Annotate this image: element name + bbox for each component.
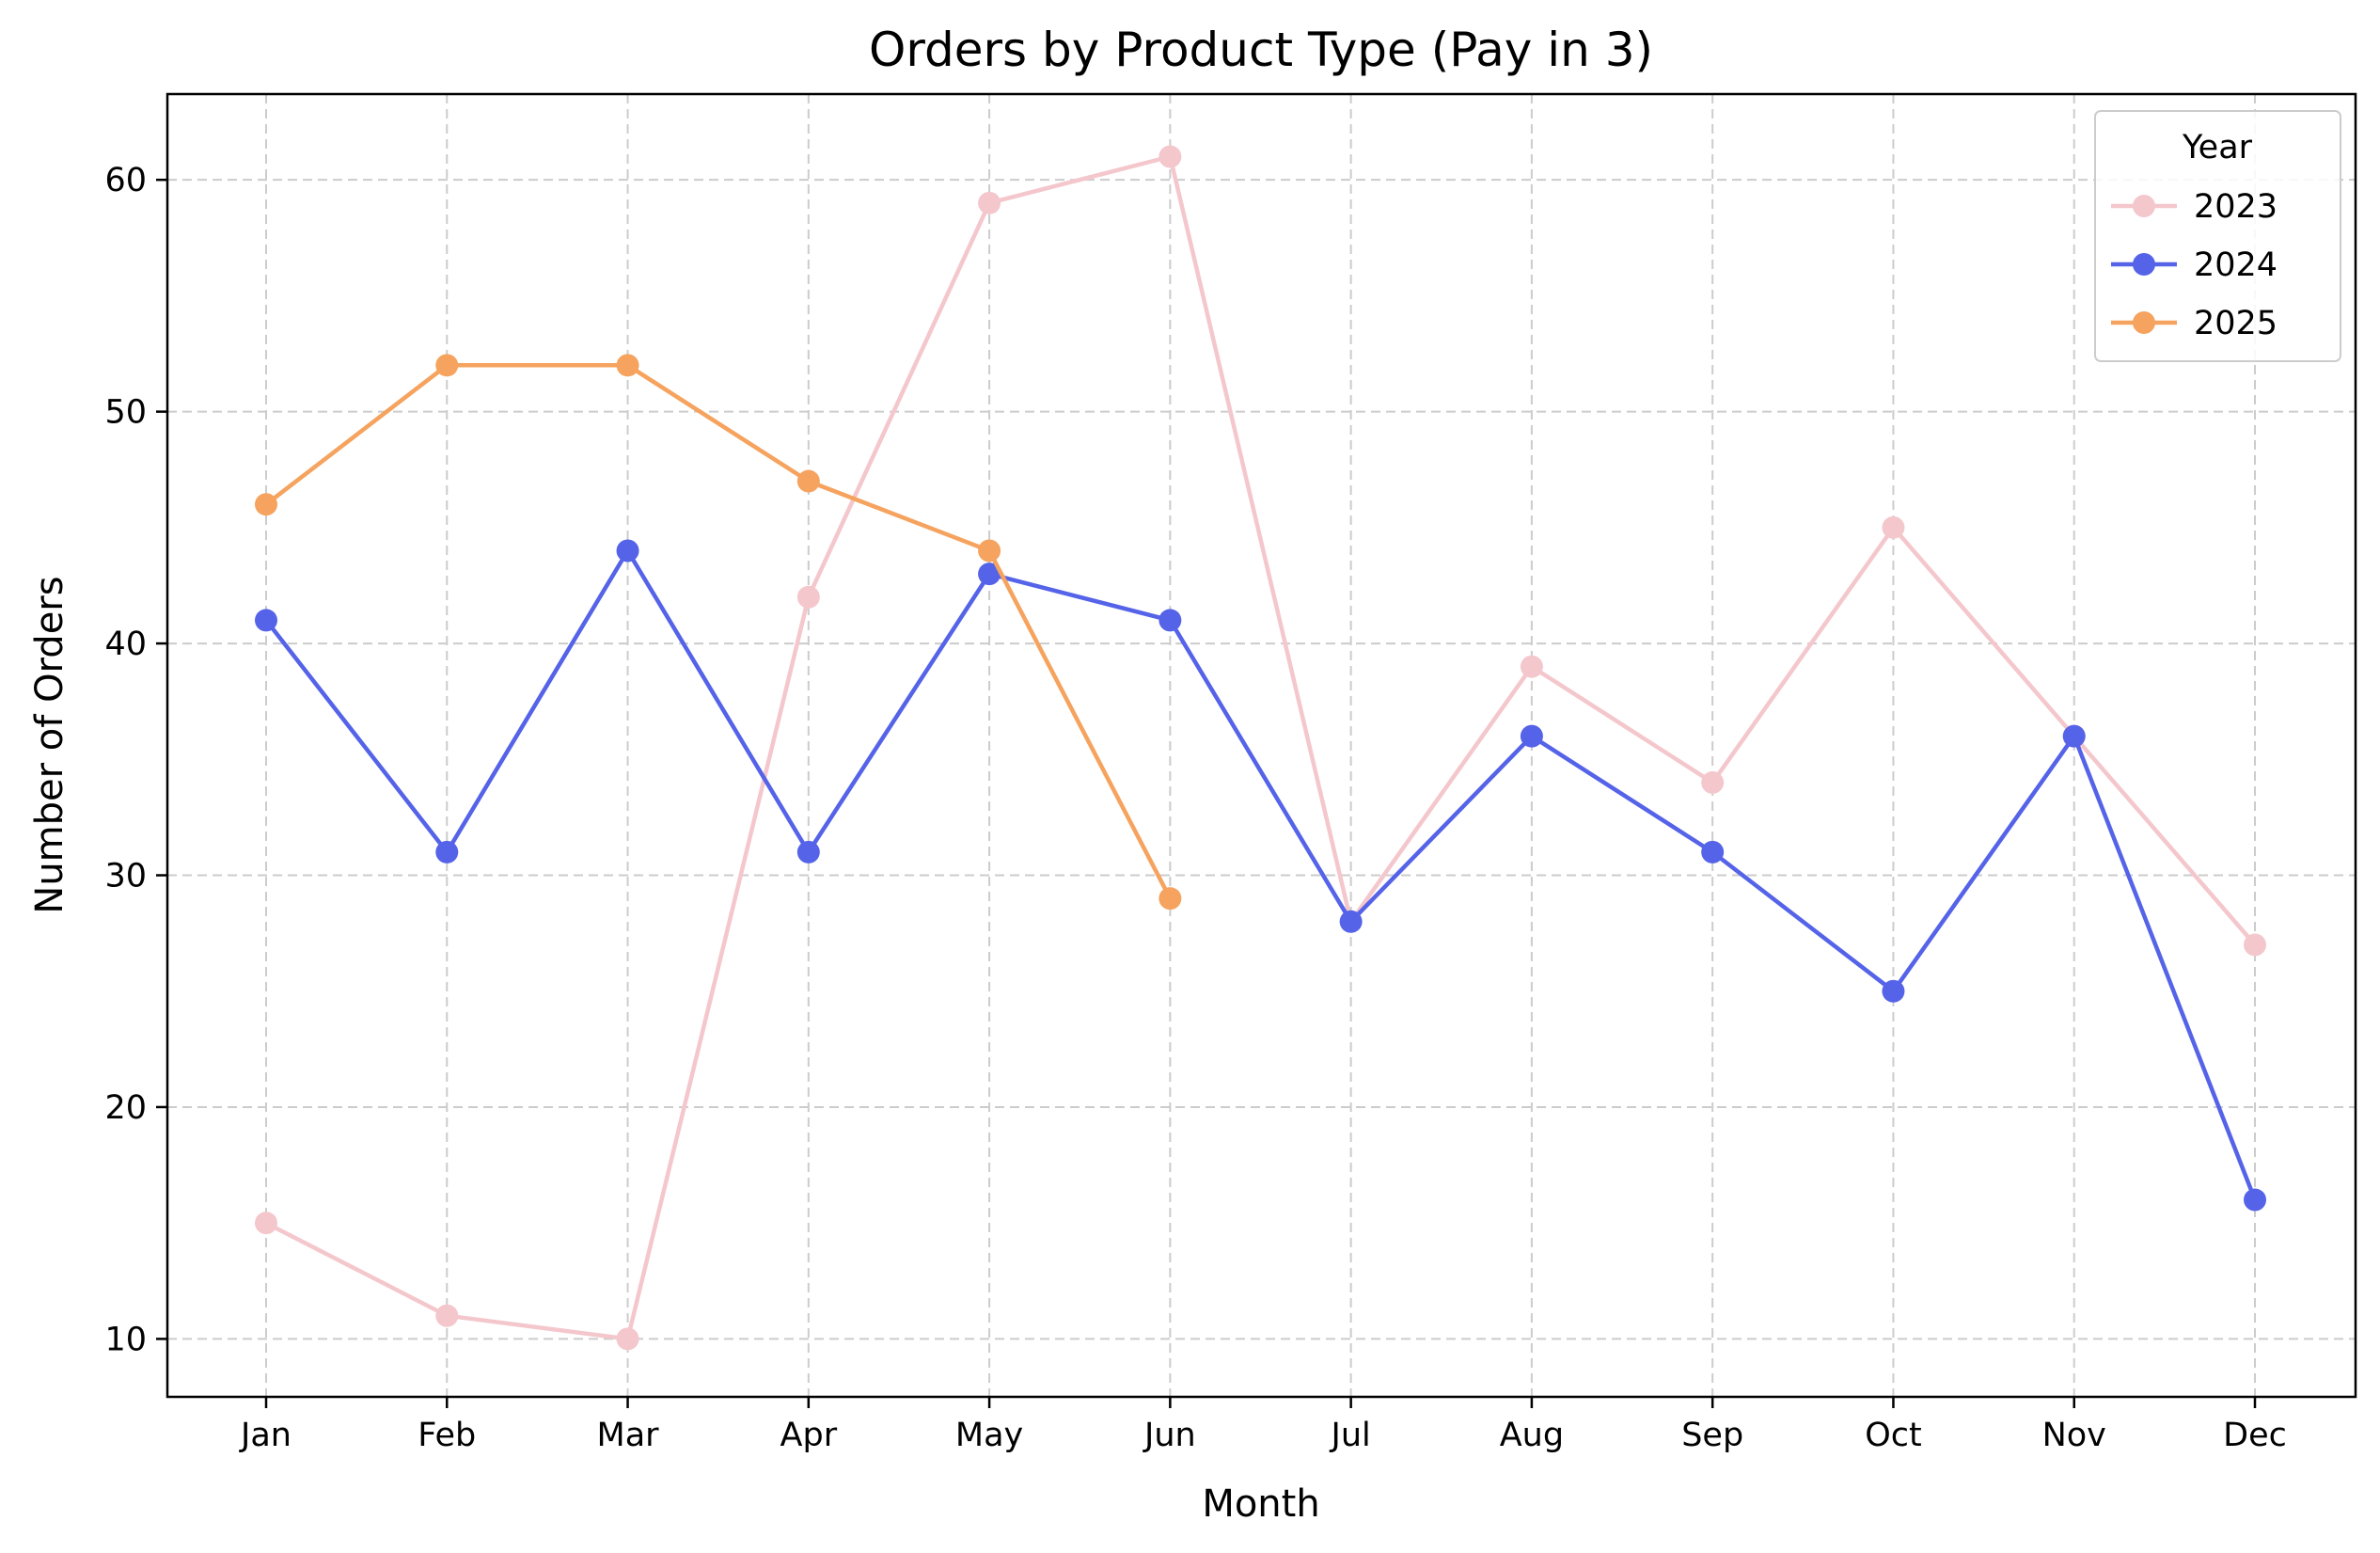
- y-tick-label: 10: [104, 1321, 147, 1358]
- x-tick-label: Mar: [597, 1417, 660, 1454]
- legend-title: Year: [2182, 129, 2253, 166]
- data-point: [2244, 933, 2266, 957]
- series-2025: [255, 354, 1182, 911]
- y-axis: 10 20 30 40 50 60: [104, 162, 167, 1358]
- legend-box: [2094, 110, 2341, 362]
- data-point: [1339, 910, 1363, 933]
- data-point: [616, 354, 639, 377]
- data-point: [435, 840, 459, 864]
- x-tick-label: Sep: [1681, 1417, 1743, 1454]
- data-point: [1701, 770, 1725, 794]
- y-tick-label: 20: [104, 1089, 147, 1127]
- data-point: [1882, 515, 1905, 539]
- x-tick-label: May: [955, 1417, 1023, 1454]
- x-tick-label: Aug: [1500, 1417, 1564, 1454]
- x-tick-label: Jul: [1330, 1417, 1371, 1454]
- data-point: [978, 191, 1001, 214]
- series-line: [264, 363, 1173, 900]
- series-2024: [255, 539, 2266, 1212]
- legend-label: 2025: [2194, 305, 2278, 342]
- data-point: [2244, 1188, 2266, 1212]
- data-point: [435, 1304, 459, 1327]
- x-tick-label: Feb: [418, 1417, 476, 1454]
- series-line: [264, 548, 2258, 1201]
- legend-label: 2024: [2194, 246, 2278, 284]
- x-axis-label: Month: [1202, 1482, 1319, 1526]
- legend-item-2023: 2023: [2111, 188, 2278, 226]
- legend-item-2025: 2025: [2111, 305, 2278, 342]
- data-point: [1158, 609, 1182, 632]
- y-tick-label: 40: [104, 626, 147, 663]
- x-axis: Jan Feb Mar Apr May Jun Jul Aug Sep Oct Nov Dec: [239, 1397, 2287, 1454]
- y-tick-label: 50: [104, 394, 147, 432]
- legend-marker: [2133, 253, 2155, 276]
- legend-marker: [2133, 195, 2155, 217]
- y-tick-label: 60: [104, 162, 147, 199]
- legend-label: 2023: [2194, 188, 2278, 226]
- x-tick-label: Jan: [239, 1417, 292, 1454]
- data-point: [796, 840, 820, 864]
- data-point: [1520, 724, 1543, 748]
- y-axis-label: Number of Orders: [28, 576, 71, 913]
- x-tick-label: Dec: [2223, 1417, 2287, 1454]
- data-point: [435, 354, 459, 377]
- data-point: [255, 609, 277, 632]
- legend-item-2024: 2024: [2111, 246, 2278, 284]
- legend-marker: [2133, 311, 2155, 334]
- data-point: [796, 585, 820, 609]
- data-point: [1520, 655, 1543, 678]
- chart-title: Orders by Product Type (Pay in 3): [869, 23, 1653, 77]
- data-point: [1882, 979, 1905, 1003]
- data-point: [978, 539, 1001, 563]
- x-tick-label: Jun: [1143, 1417, 1196, 1454]
- y-tick-label: 30: [104, 858, 147, 895]
- axes-frame: [165, 92, 2357, 1399]
- legend: Year 2023 2024 2025: [2094, 110, 2341, 362]
- data-point: [2062, 724, 2086, 748]
- data-point: [978, 563, 1001, 586]
- x-tick-label: Apr: [780, 1417, 838, 1454]
- plot-area: [255, 145, 2266, 1351]
- data-point: [1158, 145, 1182, 168]
- data-point: [255, 493, 277, 516]
- data-point: [616, 1327, 639, 1351]
- data-point: [616, 539, 639, 563]
- data-point: [796, 469, 820, 493]
- data-point: [255, 1212, 277, 1235]
- data-point: [1158, 887, 1182, 911]
- data-point: [1701, 840, 1725, 864]
- x-tick-label: Nov: [2042, 1417, 2106, 1454]
- series-line: [264, 154, 2257, 1341]
- x-tick-label: Oct: [1865, 1417, 1922, 1454]
